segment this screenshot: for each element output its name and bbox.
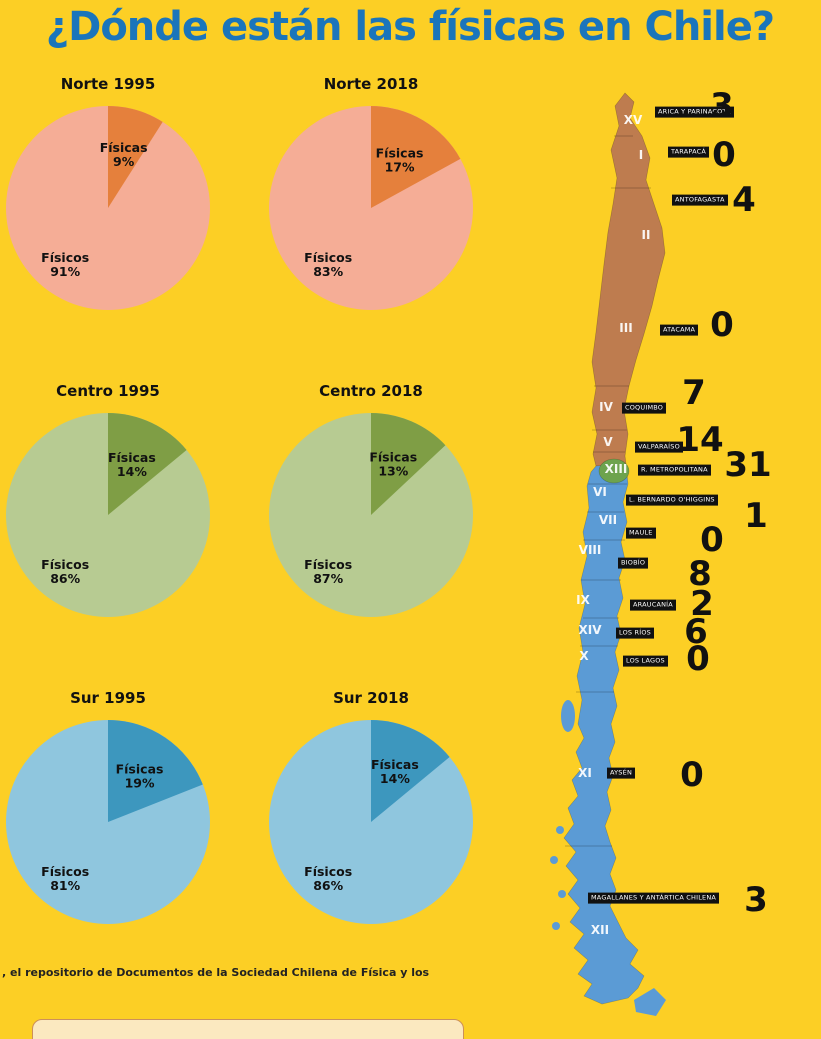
region-tag-biobio: BIOBÍO: [618, 557, 649, 569]
region-numeral-x: X: [579, 649, 589, 663]
region-tag-r-metropolitana: R. METROPOLITANA: [638, 464, 711, 476]
map-islet: [556, 826, 564, 834]
region-numeral-iii: III: [619, 321, 633, 335]
pie-label-fisicos: Físicos 83%: [304, 250, 352, 279]
pie-label-fisicas: Físicas 19%: [116, 762, 164, 791]
pie-label-fisicas: Físicas 14%: [108, 450, 156, 479]
region-tag-aysen: AYSÉN: [607, 767, 636, 779]
region-tag-araucania: ARAUCANÍA: [630, 599, 676, 611]
region-numeral-vii: VII: [598, 513, 618, 527]
pie-chart-norte-2018: Norte 2018 Físicas 17% Físicos 83%: [265, 75, 477, 313]
region-tag-maule: MAULE: [626, 527, 656, 539]
region-numeral-v: V: [603, 435, 613, 449]
region-numeral-xi: XI: [578, 766, 592, 780]
region-numeral-vi: VI: [593, 485, 607, 499]
pie-label-fisicos: Físicos 86%: [41, 557, 89, 586]
chile-map-svg: [550, 92, 666, 1016]
region-count-v: 14: [676, 420, 724, 460]
map-island-tierra-del-fuego: [634, 988, 666, 1016]
pie-chart-centro-1995: Centro 1995 Físicas 14% Físicos 86%: [2, 382, 214, 620]
pie-slice-fisicas: [371, 720, 450, 822]
pie-slice-fisicas: [108, 413, 187, 515]
region-numeral-xii: XII: [590, 923, 610, 937]
region-numeral-ii: II: [641, 228, 651, 242]
pie-slice-fisicas: [108, 720, 203, 822]
pie-slice-fisicas: [371, 413, 446, 515]
region-count-ii: 4: [732, 180, 756, 220]
region-tag-l-bernardo-o-higgins: L. BERNARDO O'HIGGINS: [626, 494, 718, 506]
region-tag-los-rios: LOS RÍOS: [616, 627, 654, 639]
region-count-iii: 0: [710, 305, 734, 345]
region-numeral-viii: VIII: [578, 543, 602, 557]
region-count-xiv: 6: [684, 612, 708, 652]
bottom-panel: [32, 1019, 464, 1039]
region-count-xii: 3: [744, 880, 768, 920]
map-islet: [550, 856, 558, 864]
pie-slice-fisicas: [108, 106, 163, 208]
pie-label-fisicas: Físicas 17%: [376, 146, 424, 175]
region-tag-coquimbo: COQUIMBO: [622, 402, 667, 414]
region-numeral-xv: XV: [623, 113, 643, 127]
pie-label-fisicas: Físicas 13%: [369, 450, 417, 479]
region-tag-atacama: ATACAMA: [660, 324, 699, 336]
region-count-xi: 0: [680, 755, 704, 795]
source-text: , el repositorio de Documentos de la Soc…: [2, 966, 430, 979]
region-tag-antofagasta: ANTOFAGASTA: [672, 194, 728, 206]
region-numeral-i: I: [638, 148, 644, 162]
map-region-north: [591, 92, 666, 467]
map-region-south: [563, 463, 645, 1005]
pie-label-fisicos: Físicos 87%: [304, 557, 352, 586]
region-numeral-ix: IX: [576, 593, 590, 607]
chile-map: ARICA Y PARINACOTA XV 3 TARAPACÁ I 0 ANTOFAGAS…: [530, 86, 821, 1039]
region-count-vi: 1: [744, 496, 768, 536]
pie-chart-sur-1995: Sur 1995 Físicas 19% Físicos 81%: [2, 689, 214, 927]
region-tag-los-lagos: LOS LAGOS: [623, 655, 668, 667]
region-tag-tarapaca: TARAPACÁ: [668, 146, 710, 158]
region-tag-valparaiso: VALPARAÍSO: [635, 441, 683, 453]
chart-title: Sur 1995: [70, 689, 146, 707]
region-count-iv: 7: [682, 373, 706, 413]
region-tag-magallanes-y-antartica-chilena: MAGALLANES Y ANTÁRTICA CHILENA: [588, 892, 720, 904]
chart-title: Norte 1995: [60, 75, 156, 93]
region-count-i: 0: [712, 135, 736, 175]
map-islet: [552, 922, 560, 930]
region-count-ix: 2: [690, 584, 714, 624]
region-count-viii: 8: [688, 554, 712, 594]
map-region-metropolitana: [598, 458, 630, 484]
pie-chart-norte-1995: Norte 1995 Físicas 9% Físicos 91%: [2, 75, 214, 313]
region-count-xv: 3: [710, 86, 734, 126]
region-count-x: 0: [686, 639, 710, 679]
pie-slice-fisicas: [371, 106, 461, 208]
chart-title: Sur 2018: [333, 689, 409, 707]
region-boundaries: [565, 135, 651, 847]
region-tag-arica-y-parinacota: ARICA Y PARINACOTA: [655, 106, 734, 118]
chart-title: Norte 2018: [323, 75, 419, 93]
pie-chart-centro-2018: Centro 2018 Físicas 13% Físicos 87%: [265, 382, 477, 620]
pie-label-fisicas: Físicas 9%: [100, 140, 148, 169]
map-island-chiloe: [561, 700, 575, 732]
page-title: ¿Dónde están las físicas en Chile?: [45, 4, 775, 50]
region-count-vii: 0: [700, 520, 724, 560]
region-numeral-xiii: XIII: [604, 462, 628, 476]
pie-label-fisicos: Físicos 81%: [41, 864, 89, 893]
pie-label-fisicos: Físicos 91%: [41, 250, 89, 279]
region-count-xiii: 31: [724, 445, 772, 485]
chart-title: Centro 1995: [56, 382, 160, 400]
pie-label-fisicas: Físicas 14%: [371, 757, 419, 786]
region-numeral-iv: IV: [599, 400, 613, 414]
pie-label-fisicos: Físicos 86%: [304, 864, 352, 893]
pie-chart-sur-2018: Sur 2018 Físicas 14% Físicos 86%: [265, 689, 477, 927]
map-islet: [558, 890, 566, 898]
region-numeral-xiv: XIV: [578, 623, 602, 637]
chart-title: Centro 2018: [319, 382, 423, 400]
